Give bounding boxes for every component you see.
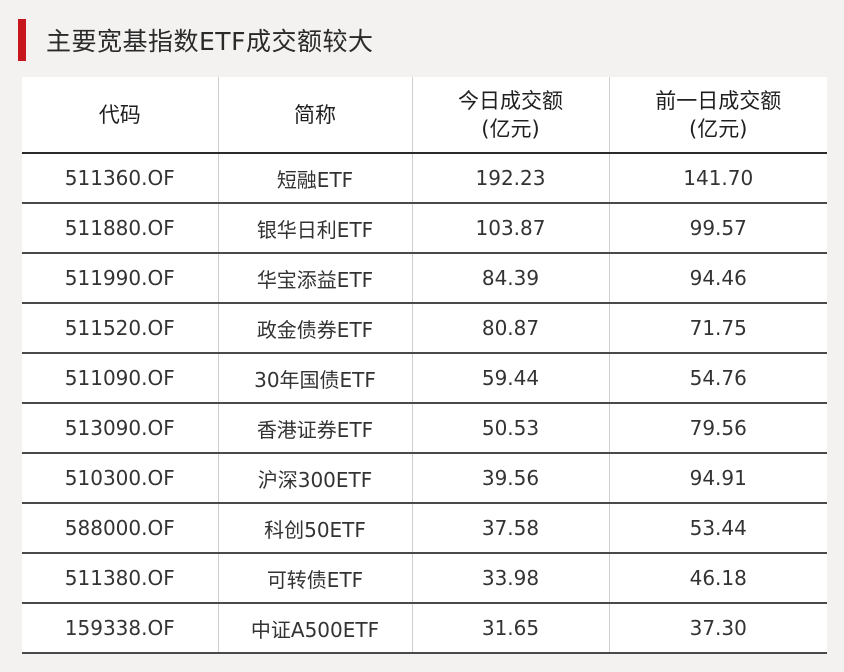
table-row: 511990.OF 华宝添益ETF 84.39 94.46 xyxy=(22,253,827,304)
header-today-unit: (亿元) xyxy=(481,116,540,141)
cell-name: 沪深300ETF xyxy=(218,453,413,504)
table-row: 511090.OF 30年国债ETF 59.44 54.76 xyxy=(22,353,827,404)
table-row: 511520.OF 政金债券ETF 80.87 71.75 xyxy=(22,303,827,354)
cell-today: 192.23 xyxy=(412,153,610,204)
cell-name: 可转债ETF xyxy=(218,553,413,604)
cell-today: 33.98 xyxy=(412,553,610,604)
header-prev-unit: (亿元) xyxy=(689,116,748,141)
cell-name: 政金债券ETF xyxy=(218,303,413,354)
table-row: 159338.OF 中证A500ETF 31.65 37.30 xyxy=(22,603,827,654)
header-name: 简称 xyxy=(218,77,413,154)
cell-name: 华宝添益ETF xyxy=(218,253,413,304)
cell-prev: 99.57 xyxy=(609,203,827,254)
etf-turnover-table: 代码 简称 今日成交额 (亿元) 前一日成交额 (亿元) 511360.OF 短… xyxy=(22,77,827,654)
table-row: 513090.OF 香港证券ETF 50.53 79.56 xyxy=(22,403,827,454)
title-bar: 主要宽基指数ETF成交额较大 xyxy=(18,18,373,62)
cell-prev: 94.46 xyxy=(609,253,827,304)
cell-prev: 79.56 xyxy=(609,403,827,454)
cell-name: 科创50ETF xyxy=(218,503,413,554)
header-name-label: 简称 xyxy=(294,102,336,127)
cell-prev: 94.91 xyxy=(609,453,827,504)
cell-code: 511520.OF xyxy=(22,303,219,354)
cell-today: 80.87 xyxy=(412,303,610,354)
header-code: 代码 xyxy=(22,77,219,154)
cell-today: 50.53 xyxy=(412,403,610,454)
cell-code: 588000.OF xyxy=(22,503,219,554)
table-header-row: 代码 简称 今日成交额 (亿元) 前一日成交额 (亿元) xyxy=(22,77,827,154)
table-row: 510300.OF 沪深300ETF 39.56 94.91 xyxy=(22,453,827,504)
page-title: 主要宽基指数ETF成交额较大 xyxy=(46,27,374,56)
cell-prev: 37.30 xyxy=(609,603,827,654)
table-row: 511360.OF 短融ETF 192.23 141.70 xyxy=(22,153,827,204)
table-row: 511880.OF 银华日利ETF 103.87 99.57 xyxy=(22,203,827,254)
cell-name: 30年国债ETF xyxy=(218,353,413,404)
header-today-label: 今日成交额 xyxy=(458,88,563,113)
etf-table-container: 代码 简称 今日成交额 (亿元) 前一日成交额 (亿元) 511360.OF 短… xyxy=(22,77,827,654)
cell-name: 银华日利ETF xyxy=(218,203,413,254)
cell-name: 香港证券ETF xyxy=(218,403,413,454)
cell-today: 59.44 xyxy=(412,353,610,404)
table-row: 511380.OF 可转债ETF 33.98 46.18 xyxy=(22,553,827,604)
header-today-turnover: 今日成交额 (亿元) xyxy=(412,77,610,154)
cell-code: 511990.OF xyxy=(22,253,219,304)
cell-prev: 141.70 xyxy=(609,153,827,204)
cell-code: 159338.OF xyxy=(22,603,219,654)
cell-code: 511880.OF xyxy=(22,203,219,254)
cell-code: 511380.OF xyxy=(22,553,219,604)
header-code-label: 代码 xyxy=(98,102,141,127)
title-accent-bar xyxy=(18,19,26,61)
cell-name: 短融ETF xyxy=(218,153,413,204)
header-prev-label: 前一日成交额 xyxy=(655,88,782,113)
cell-prev: 46.18 xyxy=(609,553,827,604)
cell-name: 中证A500ETF xyxy=(218,603,413,654)
cell-today: 103.87 xyxy=(412,203,610,254)
cell-code: 510300.OF xyxy=(22,453,219,504)
cell-code: 513090.OF xyxy=(22,403,219,454)
cell-today: 84.39 xyxy=(412,253,610,304)
cell-prev: 54.76 xyxy=(609,353,827,404)
cell-prev: 71.75 xyxy=(609,303,827,354)
cell-today: 37.58 xyxy=(412,503,610,554)
cell-prev: 53.44 xyxy=(609,503,827,554)
cell-today: 39.56 xyxy=(412,453,610,504)
cell-today: 31.65 xyxy=(412,603,610,654)
table-row: 588000.OF 科创50ETF 37.58 53.44 xyxy=(22,503,827,554)
cell-code: 511090.OF xyxy=(22,353,219,404)
cell-code: 511360.OF xyxy=(22,153,219,204)
header-prev-turnover: 前一日成交额 (亿元) xyxy=(609,77,827,154)
